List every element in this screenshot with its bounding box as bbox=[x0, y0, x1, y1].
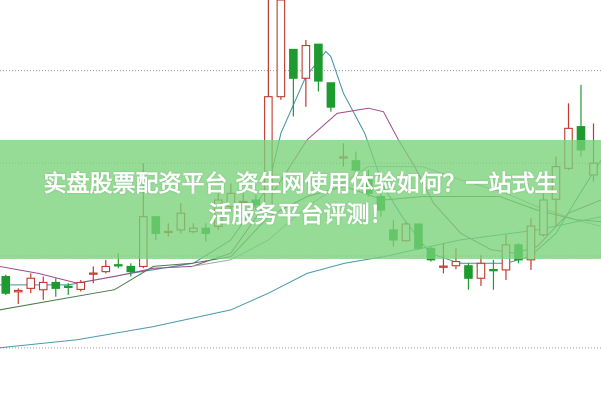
candle-down bbox=[51, 278, 61, 297]
title-line-1: 实盘股票配资平台 资生网使用体验如何？一站式生 bbox=[43, 170, 558, 197]
candle-up bbox=[76, 280, 86, 292]
candle-body bbox=[476, 262, 486, 279]
candle-down bbox=[126, 263, 136, 277]
candle-down bbox=[464, 263, 473, 290]
candle-up bbox=[301, 40, 311, 107]
candle-up bbox=[38, 276, 48, 300]
candle-up bbox=[476, 254, 486, 286]
candle-body bbox=[276, 0, 286, 98]
candle-body bbox=[289, 48, 298, 79]
candle-down bbox=[489, 259, 498, 290]
candle-body bbox=[101, 265, 111, 273]
candle-body bbox=[1, 275, 11, 294]
candle-down bbox=[314, 43, 323, 92]
candle-up bbox=[276, 0, 286, 100]
candle-body bbox=[439, 265, 448, 268]
candle-down bbox=[326, 82, 336, 112]
candle-body bbox=[126, 265, 136, 273]
candle-body bbox=[13, 289, 23, 293]
candle-up bbox=[13, 288, 23, 304]
candle-down bbox=[63, 283, 73, 295]
candle-body bbox=[38, 281, 48, 291]
candle-up bbox=[101, 259, 111, 274]
candle-body bbox=[51, 281, 61, 289]
candle-up bbox=[88, 266, 98, 284]
candle-body bbox=[314, 43, 323, 82]
candle-body bbox=[26, 277, 36, 289]
candle-body bbox=[464, 265, 473, 279]
candle-body bbox=[451, 261, 461, 267]
candle-body bbox=[76, 281, 86, 290]
candle-body bbox=[88, 272, 98, 275]
candle-body bbox=[301, 45, 311, 79]
candle-down bbox=[289, 48, 298, 117]
candle-down bbox=[1, 274, 11, 295]
title-banner: 实盘股票配资平台 资生网使用体验如何？一站式生 活服务平台评测！ bbox=[0, 140, 601, 259]
candle-body bbox=[489, 269, 498, 272]
title-line-2: 活服务平台评测！ bbox=[208, 201, 393, 228]
candle-up bbox=[26, 273, 36, 294]
candle-body bbox=[63, 285, 73, 289]
candle-body bbox=[113, 264, 123, 267]
candle-body bbox=[326, 82, 336, 108]
